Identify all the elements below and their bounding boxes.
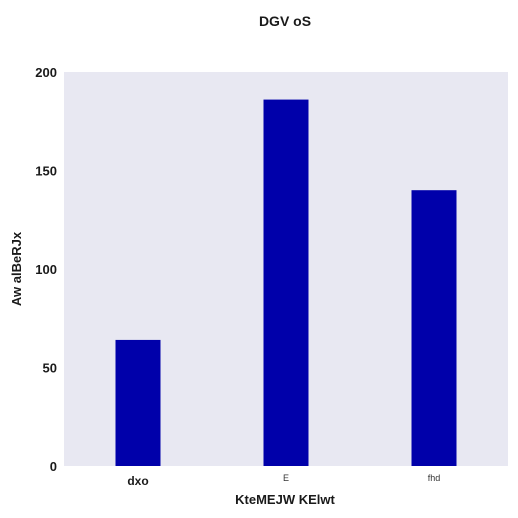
y-axis-ticks: 0 50 100 150 200 (35, 65, 57, 474)
bars-group (115, 99, 457, 466)
x-tick-label-E: E (283, 473, 289, 483)
y-axis-label: Aw alBeRJx (9, 231, 24, 306)
x-axis-label: KteMEJW KElwt (235, 492, 335, 507)
y-tick-label: 0 (50, 459, 57, 474)
x-tick-label-dxo: dxo (127, 474, 148, 488)
y-tick-label: 150 (35, 164, 57, 179)
x-tick-label-fhd: fhd (428, 473, 441, 483)
y-tick-label: 50 (43, 361, 57, 376)
bar-dxo (115, 339, 161, 466)
bar-fhd (411, 190, 457, 466)
bar-E (263, 99, 309, 466)
y-tick-label: 200 (35, 65, 57, 80)
y-tick-label: 100 (35, 262, 57, 277)
chart-title: DGV oS (259, 13, 311, 29)
